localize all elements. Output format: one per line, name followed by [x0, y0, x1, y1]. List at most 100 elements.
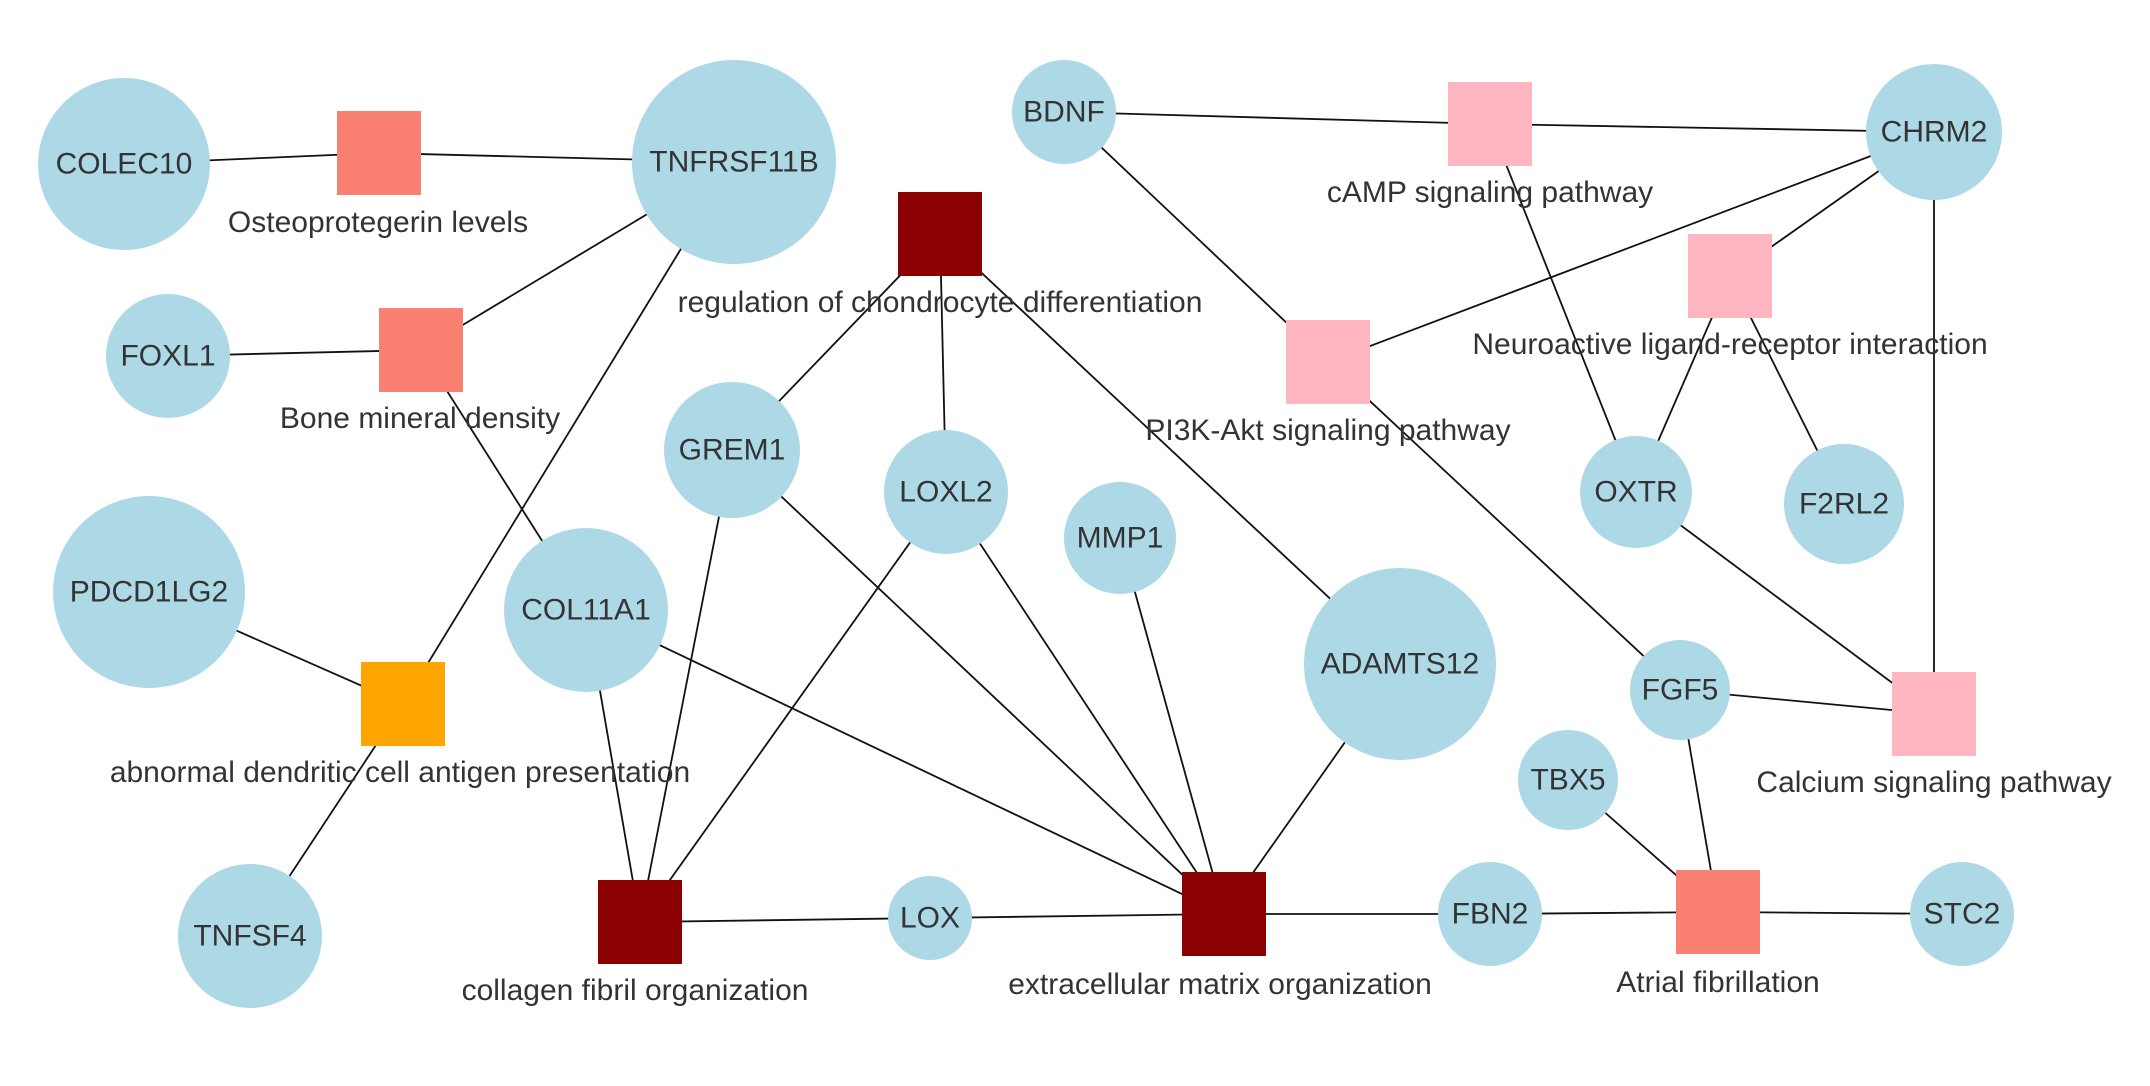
gene-node-oxtr[interactable]: OXTR	[1580, 436, 1692, 548]
gene-node-mmp1[interactable]: MMP1	[1064, 482, 1176, 594]
term-square-dendritic[interactable]	[361, 662, 445, 746]
term-node-collagen[interactable]: collagen fibril organization	[462, 880, 809, 1007]
gene-circle-stc2[interactable]	[1910, 862, 2014, 966]
term-node-ecm[interactable]: extracellular matrix organization	[1008, 872, 1432, 1001]
gene-circle-oxtr[interactable]	[1580, 436, 1692, 548]
gene-circle-loxl2[interactable]	[884, 430, 1008, 554]
gene-circle-fbn2[interactable]	[1438, 862, 1542, 966]
edge-loxl2-collagen	[639, 491, 947, 923]
gene-label-lox: LOX	[900, 902, 960, 935]
gene-circle-col11a1[interactable]	[504, 528, 668, 692]
gene-label-foxl1: FOXL1	[120, 340, 215, 373]
gene-label-fgf5: FGF5	[1642, 674, 1719, 707]
term-square-ecm[interactable]	[1182, 872, 1266, 956]
gene-label-f2rl2: F2RL2	[1799, 488, 1889, 521]
gene-circle-lox[interactable]	[888, 876, 972, 960]
gene-label-colec10: COLEC10	[56, 148, 193, 181]
edge-lox-ecm	[929, 913, 1225, 919]
gene-circle-colec10[interactable]	[38, 78, 210, 250]
gene-label-pdcd1lg2: PDCD1LG2	[70, 576, 228, 609]
term-label-afib: Atrial fibrillation	[1616, 966, 1819, 999]
edge-bdnf-pi3k	[1063, 111, 1329, 363]
term-node-chondrocyte[interactable]: regulation of chondrocyte differentiatio…	[678, 192, 1203, 319]
term-square-osteoprotegerin[interactable]	[337, 111, 421, 195]
gene-label-tnfsf4: TNFSF4	[193, 920, 306, 953]
gene-label-grem1: GREM1	[679, 434, 786, 467]
term-square-neuro[interactable]	[1688, 234, 1772, 318]
gene-node-col11a1[interactable]: COL11A1	[504, 528, 668, 692]
term-label-bone: Bone mineral density	[280, 402, 560, 435]
gene-label-bdnf: BDNF	[1023, 96, 1105, 129]
node-layer: Osteoprotegerin levels Bone mineral densi…	[38, 60, 2112, 1008]
gene-node-tbx5[interactable]: TBX5	[1518, 730, 1618, 830]
gene-label-stc2: STC2	[1924, 898, 2001, 931]
edge-col11a1-ecm	[585, 609, 1225, 915]
edge-bdnf-camp	[1063, 111, 1491, 125]
gene-circle-adamts12[interactable]	[1304, 568, 1496, 760]
gene-circle-tnfsf4[interactable]	[178, 864, 322, 1008]
term-label-neuro: Neuroactive ligand-receptor interaction	[1472, 328, 1987, 361]
gene-node-chrm2[interactable]: CHRM2	[1866, 64, 2002, 200]
gene-node-stc2[interactable]: STC2	[1910, 862, 2014, 966]
gene-label-tnfrsf11b: TNFRSF11B	[649, 146, 818, 179]
gene-node-foxl1[interactable]: FOXL1	[106, 294, 230, 418]
gene-circle-mmp1[interactable]	[1064, 482, 1176, 594]
term-square-camp[interactable]	[1448, 82, 1532, 166]
gene-circle-fgf5[interactable]	[1630, 640, 1730, 740]
term-label-dendritic: abnormal dendritic cell antigen presenta…	[110, 756, 690, 789]
gene-label-tbx5: TBX5	[1530, 764, 1605, 797]
gene-label-mmp1: MMP1	[1077, 522, 1164, 555]
gene-node-f2rl2[interactable]: F2RL2	[1784, 444, 1904, 564]
term-node-bone[interactable]: Bone mineral density	[280, 308, 560, 435]
term-label-pi3k: PI3K-Akt signaling pathway	[1145, 414, 1510, 447]
edge-mmp1-ecm	[1119, 537, 1225, 915]
gene-node-fbn2[interactable]: FBN2	[1438, 862, 1542, 966]
gene-circle-grem1[interactable]	[664, 382, 800, 518]
term-square-collagen[interactable]	[598, 880, 682, 964]
gene-label-oxtr: OXTR	[1594, 476, 1677, 509]
gene-node-tnfsf4[interactable]: TNFSF4	[178, 864, 322, 1008]
gene-node-pdcd1lg2[interactable]: PDCD1LG2	[53, 496, 245, 688]
term-node-osteoprotegerin[interactable]: Osteoprotegerin levels	[228, 111, 528, 239]
gene-node-adamts12[interactable]: ADAMTS12	[1304, 568, 1496, 760]
gene-label-col11a1: COL11A1	[521, 594, 651, 627]
term-square-pi3k[interactable]	[1286, 320, 1370, 404]
gene-label-loxl2: LOXL2	[899, 476, 992, 509]
term-square-bone[interactable]	[379, 308, 463, 392]
edge-chrm2-pi3k	[1327, 131, 1935, 363]
term-label-ecm: extracellular matrix organization	[1008, 968, 1432, 1001]
gene-node-loxl2[interactable]: LOXL2	[884, 430, 1008, 554]
edge-tnfrsf11b-dendritic	[402, 161, 735, 705]
edge-fgf5-pi3k	[1327, 361, 1681, 691]
term-square-calcium[interactable]	[1892, 672, 1976, 756]
term-node-afib[interactable]: Atrial fibrillation	[1616, 870, 1820, 999]
term-node-pi3k[interactable]: PI3K-Akt signaling pathway	[1145, 320, 1511, 447]
gene-circle-pdcd1lg2[interactable]	[53, 496, 245, 688]
edge-lox-collagen	[639, 917, 931, 923]
edge-grem1-ecm	[731, 449, 1225, 915]
gene-label-fbn2: FBN2	[1452, 898, 1529, 931]
gene-node-lox[interactable]: LOX	[888, 876, 972, 960]
term-node-neuro[interactable]: Neuroactive ligand-receptor interaction	[1472, 234, 1988, 361]
gene-node-bdnf[interactable]: BDNF	[1012, 60, 1116, 164]
gene-circle-tnfrsf11b[interactable]	[632, 60, 836, 264]
gene-circle-f2rl2[interactable]	[1784, 444, 1904, 564]
term-square-chondrocyte[interactable]	[898, 192, 982, 276]
edge-chrm2-camp	[1489, 123, 1935, 133]
gene-node-grem1[interactable]: GREM1	[664, 382, 800, 518]
gene-label-adamts12: ADAMTS12	[1321, 648, 1479, 681]
term-node-dendritic[interactable]: abnormal dendritic cell antigen presenta…	[110, 662, 690, 789]
gene-node-colec10[interactable]: COLEC10	[38, 78, 210, 250]
gene-circle-bdnf[interactable]	[1012, 60, 1116, 164]
edge-loxl2-ecm	[945, 491, 1225, 915]
gene-circle-tbx5[interactable]	[1518, 730, 1618, 830]
term-square-afib[interactable]	[1676, 870, 1760, 954]
edge-adamts12-chondrocyte	[939, 233, 1401, 665]
gene-circle-foxl1[interactable]	[106, 294, 230, 418]
term-node-calcium[interactable]: Calcium signaling pathway	[1756, 672, 2112, 799]
gene-node-fgf5[interactable]: FGF5	[1630, 640, 1730, 740]
gene-node-tnfrsf11b[interactable]: TNFRSF11B	[632, 60, 836, 264]
gene-circle-chrm2[interactable]	[1866, 64, 2002, 200]
term-node-camp[interactable]: cAMP signaling pathway	[1327, 82, 1653, 209]
